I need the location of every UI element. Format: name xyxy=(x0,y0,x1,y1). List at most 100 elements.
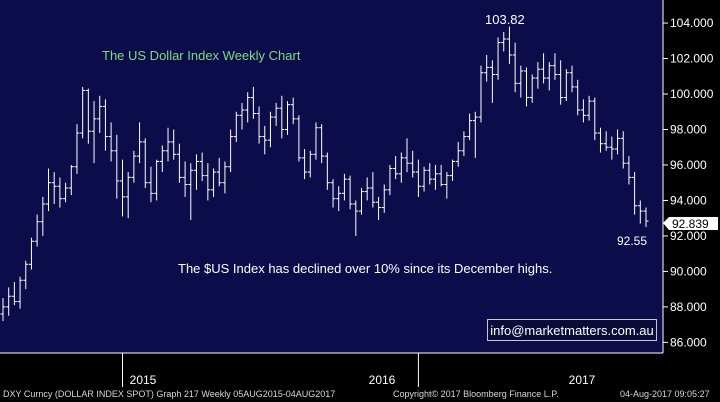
price-bar xyxy=(518,65,524,98)
price-bar xyxy=(205,163,211,201)
y-tick-label: 98.000 xyxy=(670,122,707,136)
price-bar xyxy=(0,298,6,322)
price-bar xyxy=(393,156,399,180)
footer: DXY Curncy (DOLLAR INDEX SPOT) Graph 217… xyxy=(0,387,720,402)
price-bar xyxy=(85,88,91,144)
price-bar xyxy=(404,138,410,173)
price-bar xyxy=(512,42,518,93)
x-tick-label: 2015 xyxy=(130,373,157,387)
price-bar xyxy=(478,65,484,123)
chart-title: The US Dollar Index Weekly Chart xyxy=(102,48,301,63)
price-bar xyxy=(193,154,199,190)
price-bar xyxy=(444,172,450,199)
price-bar xyxy=(495,37,501,80)
price-bar xyxy=(524,67,530,107)
price-bar xyxy=(575,79,581,116)
price-bar xyxy=(176,143,182,183)
price-bar xyxy=(250,86,256,119)
low-label: 92.55 xyxy=(617,234,647,248)
price-bar xyxy=(353,200,359,236)
price-bar xyxy=(273,102,279,126)
price-bar xyxy=(154,159,160,201)
price-bar xyxy=(597,127,603,153)
price-bar xyxy=(262,125,268,155)
price-bar xyxy=(165,127,171,162)
price-bar xyxy=(290,97,296,125)
price-bar xyxy=(529,74,535,103)
price-bar xyxy=(91,101,97,164)
price-bar xyxy=(580,99,586,123)
price-bar xyxy=(267,111,273,148)
price-bar xyxy=(609,136,615,160)
price-bar xyxy=(347,175,353,210)
price-bar xyxy=(279,95,285,139)
price-bar xyxy=(285,101,291,135)
price-bar xyxy=(387,164,393,196)
price-bar xyxy=(552,53,558,80)
price-bar xyxy=(188,163,194,220)
price-bar xyxy=(131,150,137,183)
price-bar xyxy=(222,161,228,194)
price-bar xyxy=(324,152,330,190)
price-bar xyxy=(319,124,325,164)
price-bar xyxy=(569,65,575,93)
price-bar xyxy=(80,86,86,139)
price-bar xyxy=(620,131,626,169)
price-bar xyxy=(541,53,547,84)
price-bar xyxy=(211,168,217,197)
price-bar xyxy=(102,99,108,151)
price-bar xyxy=(603,131,609,151)
price-bar xyxy=(535,62,541,89)
price-bar xyxy=(643,207,649,228)
price-bar xyxy=(381,184,387,213)
price-bar xyxy=(233,111,239,142)
price-bar xyxy=(376,196,382,220)
y-tick-label: 102.000 xyxy=(670,52,714,66)
price-bar xyxy=(34,214,40,247)
x-axis: 2015 2016 2017 xyxy=(0,352,663,387)
price-bar xyxy=(216,157,222,187)
price-bar xyxy=(330,179,336,208)
price-bar xyxy=(74,124,80,174)
contact-email[interactable]: info@marketmatters.com.au xyxy=(487,319,657,341)
price-bar xyxy=(637,200,643,224)
price-bar xyxy=(632,172,638,215)
price-bar xyxy=(51,172,57,204)
y-tick-label: 100.000 xyxy=(670,87,714,101)
price-bar xyxy=(256,106,262,144)
price-bar xyxy=(228,129,234,173)
footer-timestamp: 04-Aug-2017 09:05:27 xyxy=(620,389,710,399)
price-bar xyxy=(467,113,473,141)
price-bar xyxy=(461,131,467,157)
price-bar xyxy=(427,163,433,185)
last-value-arrow xyxy=(663,217,718,230)
y-tick-label: 88.000 xyxy=(670,300,707,314)
price-bar xyxy=(336,186,342,212)
price-bar xyxy=(455,141,461,167)
price-bar xyxy=(68,164,74,196)
y-tick-label: 86.000 xyxy=(670,335,707,349)
price-bar xyxy=(125,172,131,219)
price-bar xyxy=(546,62,552,91)
price-bar xyxy=(506,26,512,64)
price-bar xyxy=(97,95,103,134)
price-bar xyxy=(586,95,592,121)
y-tick-label: 90.000 xyxy=(670,264,707,278)
price-bar xyxy=(171,129,177,160)
price-bar xyxy=(11,282,17,306)
price-bar xyxy=(592,97,598,141)
price-bar xyxy=(302,149,308,180)
price-bar xyxy=(142,138,148,189)
price-bar xyxy=(114,134,120,199)
high-label: 103.82 xyxy=(485,12,525,27)
footer-copyright: Copyright© 2017 Bloomberg Finance L.P. xyxy=(393,389,559,399)
price-bar xyxy=(370,172,376,208)
price-bar xyxy=(137,122,143,164)
y-tick-label: 96.000 xyxy=(670,158,707,172)
price-bar xyxy=(313,122,319,160)
price-bar xyxy=(558,60,564,105)
price-bar xyxy=(489,60,495,103)
price-bar xyxy=(148,166,154,203)
price-bar xyxy=(472,111,478,158)
